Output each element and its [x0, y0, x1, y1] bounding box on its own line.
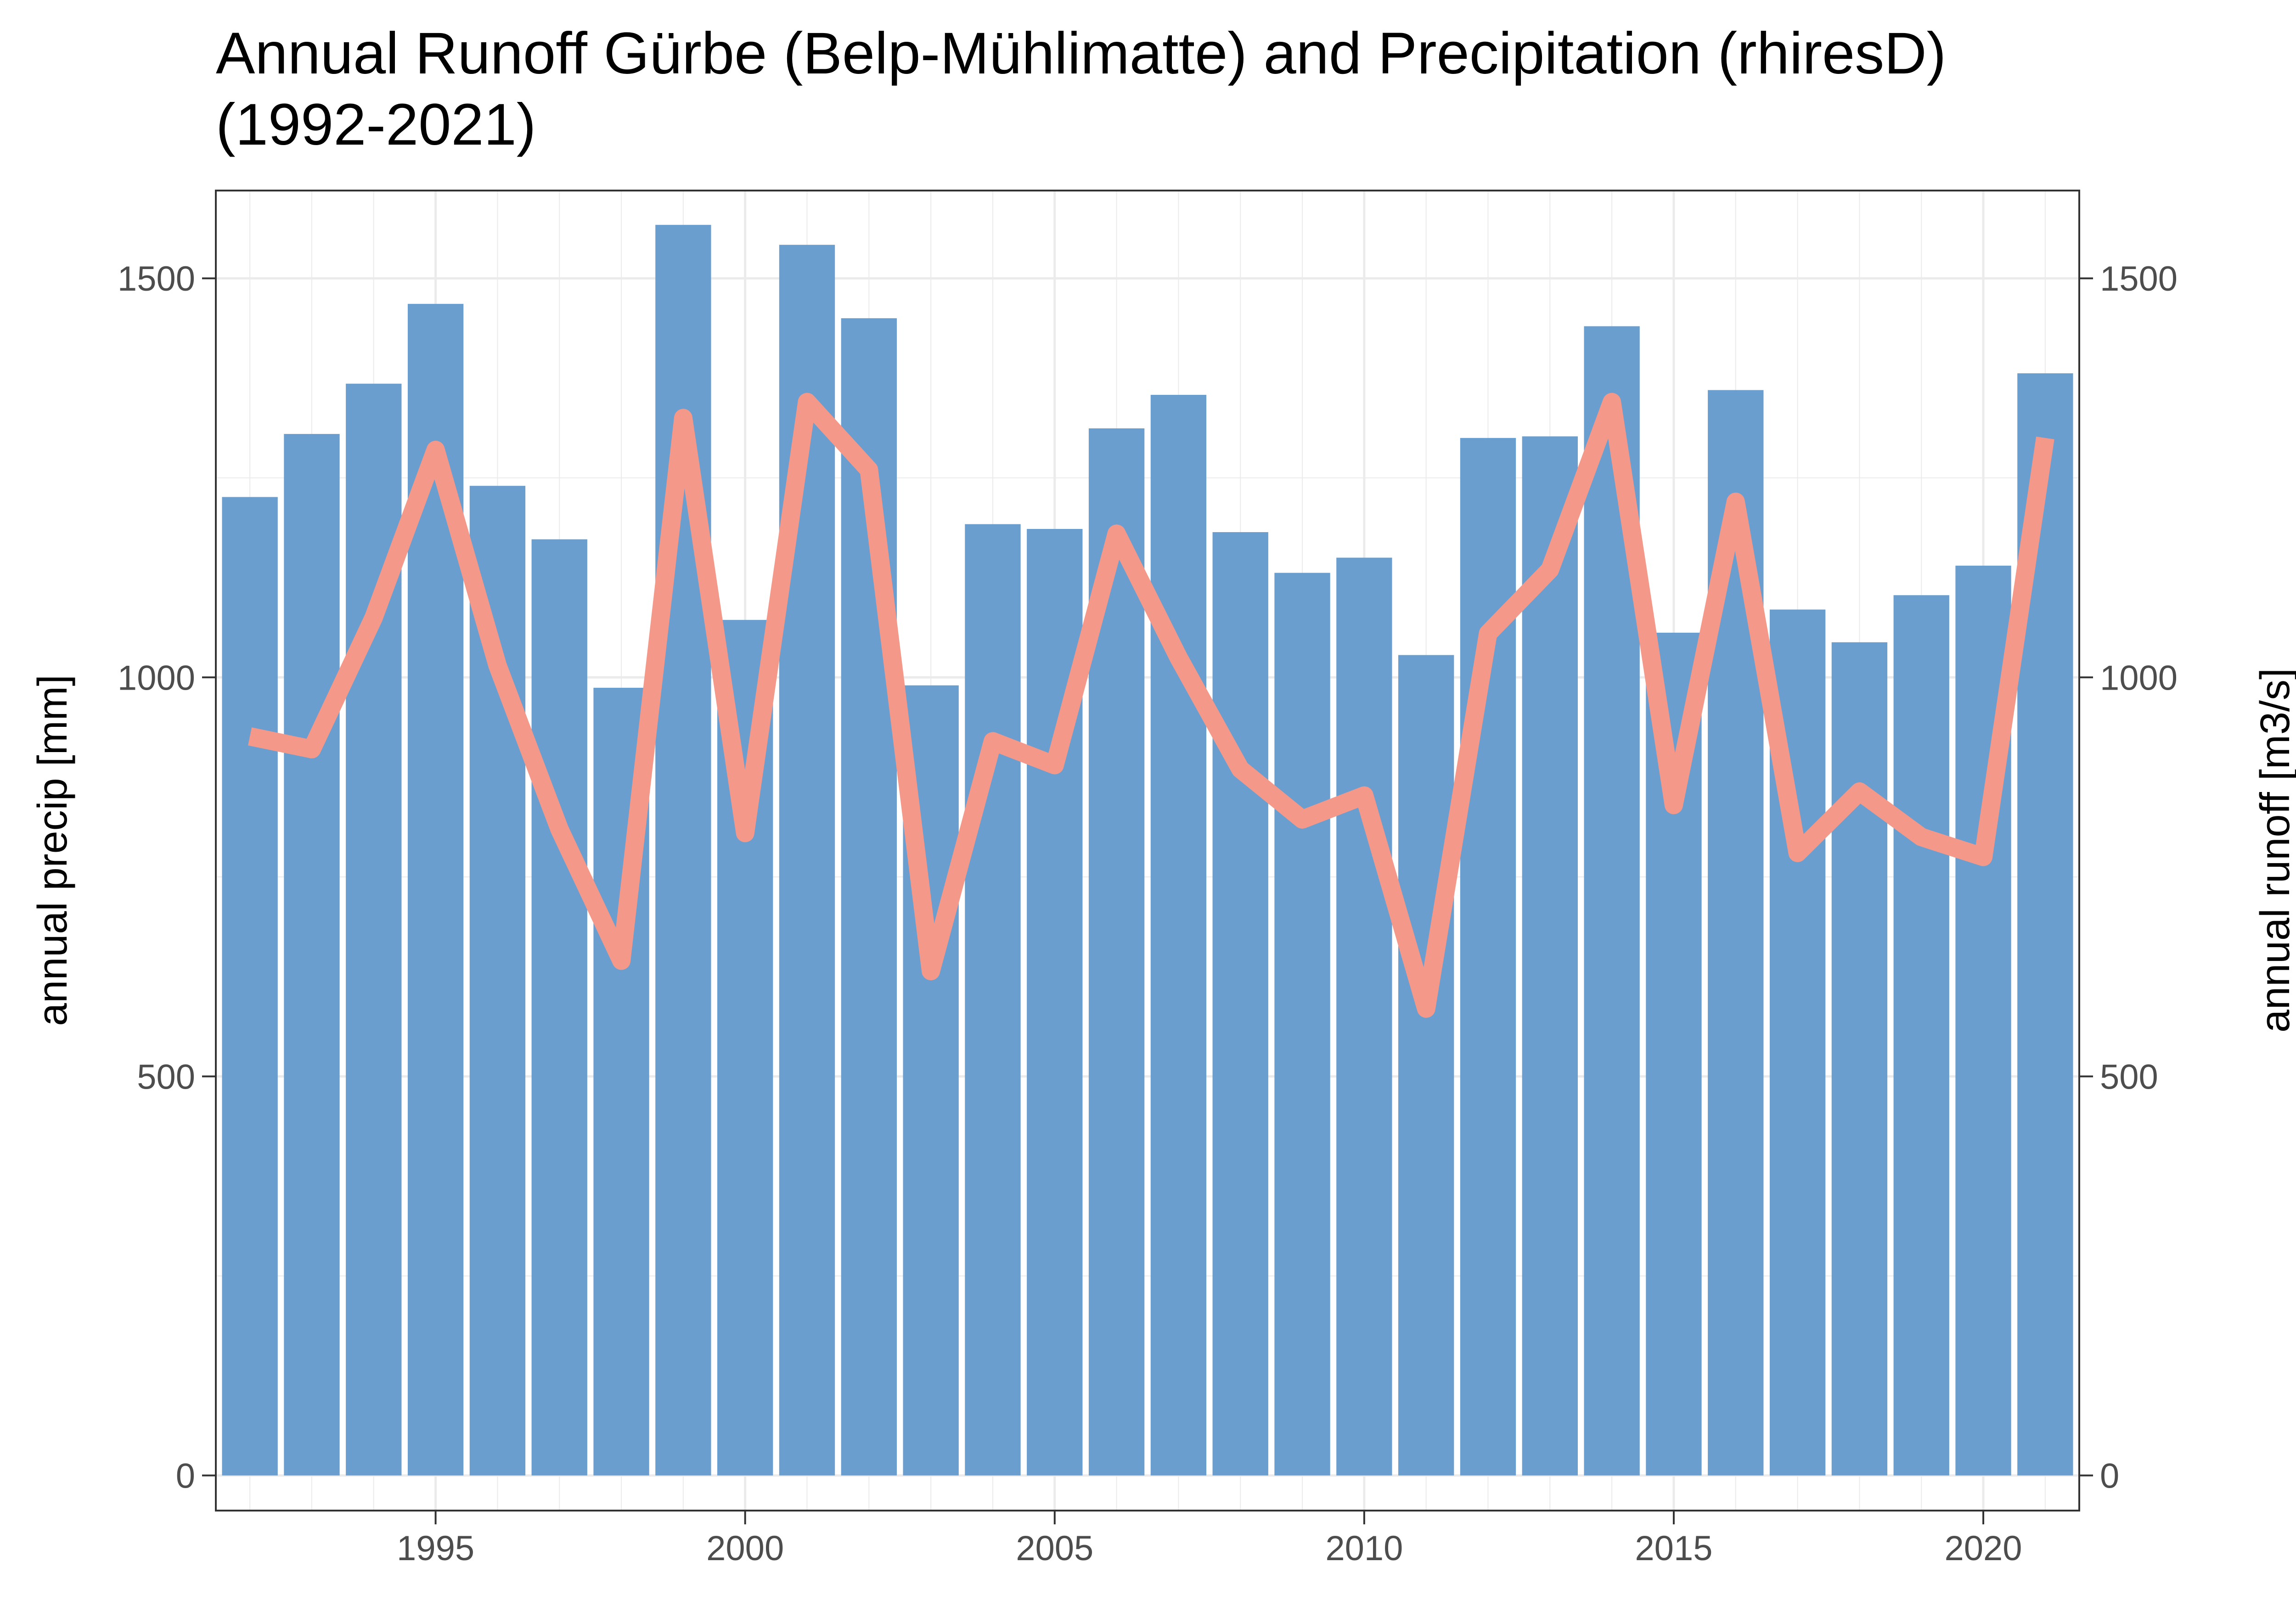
precip-bar: [965, 524, 1021, 1476]
precip-bar: [1336, 557, 1392, 1476]
precip-bar: [222, 497, 278, 1476]
y-right-tick-label: 1500: [2100, 259, 2178, 298]
precip-bar: [284, 434, 340, 1476]
axes: 1995 2000 2005 2010 2015 2020 0 500 1000 1500 0 500…: [118, 259, 2178, 1568]
precip-bars: [222, 225, 2073, 1476]
plot-panel-background: [216, 191, 2079, 1511]
y-axis-right-title: annual runoff [m3/s]: [2252, 668, 2296, 1033]
y-left-tick-label: 0: [176, 1457, 195, 1496]
precip-bar: [1522, 436, 1578, 1476]
y-right-tick-label: 500: [2100, 1057, 2158, 1096]
precip-bar: [1893, 595, 1949, 1476]
precip-bar: [531, 539, 587, 1476]
runoff-line: [248, 393, 2054, 1018]
y-axis-left-title: annual precip [mm]: [30, 674, 76, 1026]
x-tick-label: 2020: [1944, 1529, 2022, 1568]
precip-bar: [1831, 642, 1888, 1476]
precip-bar: [1460, 438, 1516, 1476]
y-left-tick-label: 1000: [118, 658, 195, 697]
precip-bar: [1150, 394, 1207, 1476]
plot-panel-border: [215, 190, 2080, 1511]
x-tick-label: 2000: [706, 1529, 784, 1568]
y-left-tick-label: 500: [137, 1057, 195, 1096]
y-left-tick-label: 1500: [118, 259, 195, 298]
precip-bar: [1398, 655, 1454, 1476]
x-tick-label: 2015: [1635, 1529, 1712, 1568]
precip-bar: [1274, 573, 1330, 1476]
x-tick-label: 1995: [397, 1529, 474, 1568]
runoff-line-path: [248, 393, 2054, 1018]
chart-title-line-2: (1992-2021): [216, 92, 536, 157]
y-right-tick-label: 0: [2100, 1457, 2119, 1496]
x-tick-label: 2010: [1325, 1529, 1403, 1568]
precip-bar: [1212, 532, 1268, 1476]
y-right-tick-label: 1000: [2100, 658, 2178, 697]
chart-title-line-1: Annual Runoff Gürbe (Belp-Mühlimatte) an…: [216, 21, 1946, 86]
x-tick-label: 2005: [1016, 1529, 1093, 1568]
